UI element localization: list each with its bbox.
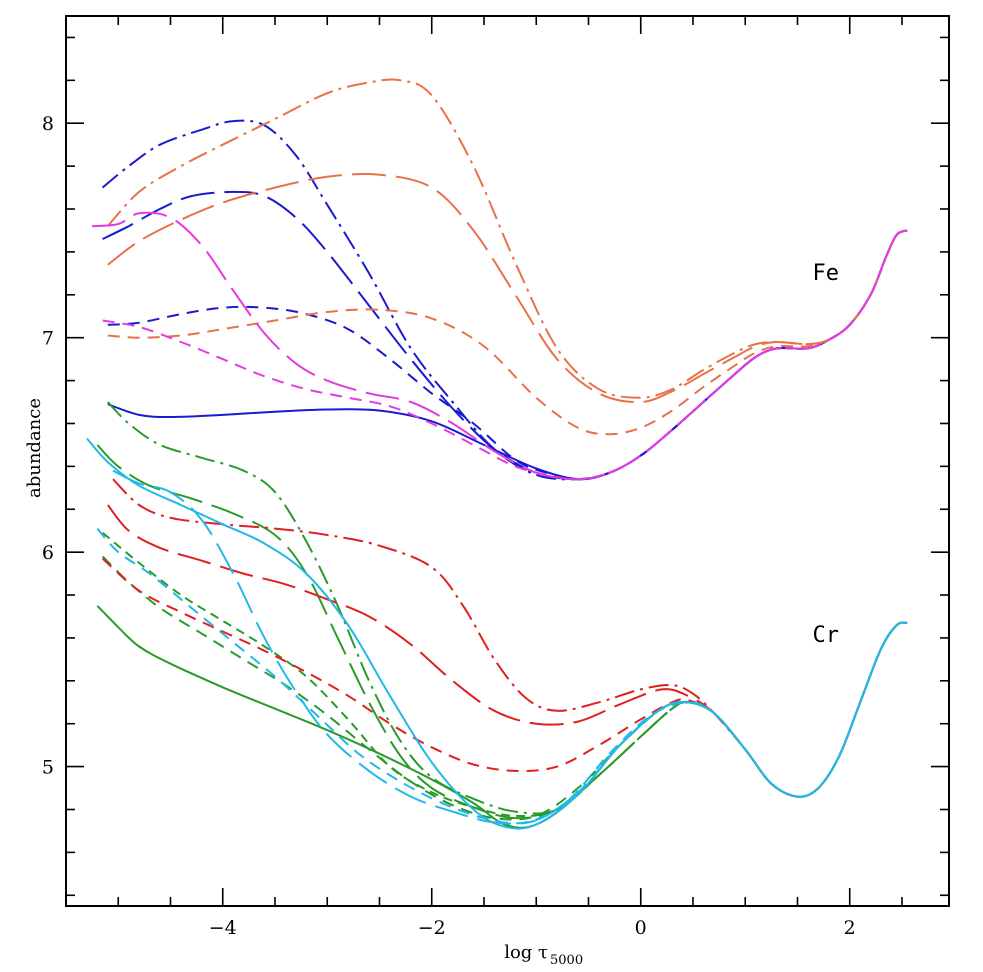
x-axis-label: log τ: [504, 942, 548, 963]
y-tick-label: 8: [42, 113, 54, 135]
y-tick-label: 5: [42, 757, 54, 779]
series-line-cr-short-19: [96, 527, 908, 825]
series-line-fe-dashdot-6: [107, 78, 908, 399]
series-line-cr-long-12: [96, 444, 908, 820]
series-line-fe-long-8: [92, 211, 908, 481]
series-line-cr-long-18: [112, 469, 908, 825]
axis-tick-labels: −4 −2 0 2 5 6 7 8: [42, 113, 856, 939]
series-line-cr-long-15: [107, 504, 908, 798]
series-line-cr-dashdot-16: [112, 478, 908, 798]
series-line-fe-dashdot-3: [101, 119, 908, 481]
x-tick-label: 0: [635, 917, 647, 939]
series-layer: [86, 78, 908, 830]
axis-ticks: [65, 16, 949, 906]
x-tick-label: −2: [418, 917, 446, 939]
annotation-fe: Fe: [813, 261, 840, 286]
y-tick-label: 7: [42, 328, 54, 350]
x-tick-label: −4: [209, 917, 237, 939]
x-axis-label-subscript: 5000: [550, 953, 583, 968]
series-line-fe-short-1: [107, 229, 908, 481]
x-tick-label: 2: [844, 917, 856, 939]
plot-frame: [65, 15, 950, 907]
series-line-fe-short-7: [102, 229, 908, 481]
annotation-cr: Cr: [813, 623, 840, 648]
series-line-cr-short-14: [101, 557, 908, 798]
series-line-fe-solid-0: [107, 229, 908, 481]
series-line-fe-long-5: [107, 172, 908, 404]
series-line-fe-long-2: [102, 190, 908, 481]
series-line-fe-short-4: [107, 229, 908, 436]
y-tick-label: 6: [42, 542, 54, 564]
y-axis-label: abundance: [24, 398, 45, 498]
